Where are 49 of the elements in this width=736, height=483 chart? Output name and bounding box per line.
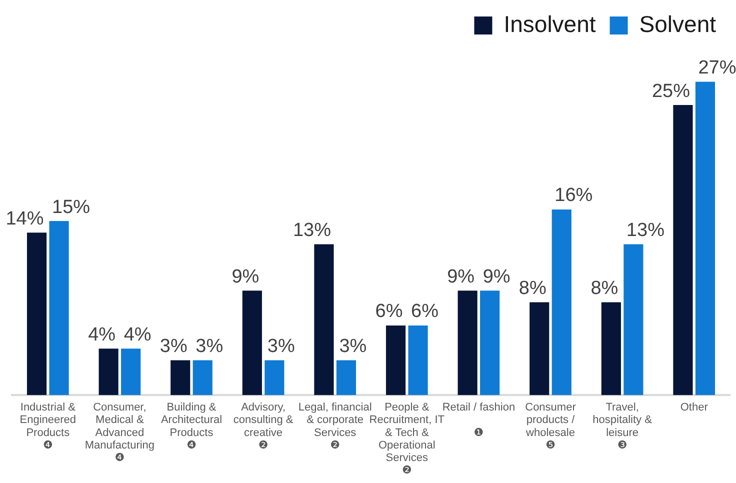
data-label: 13% [626, 220, 665, 241]
bar [242, 290, 262, 396]
bar [336, 360, 356, 396]
bar [314, 244, 334, 396]
x-tick-label: Other [680, 401, 708, 414]
data-label: 13% [292, 220, 332, 241]
bar [386, 325, 406, 396]
bar [170, 360, 190, 396]
x-tick-label: Consumer products / wholesale ❺ [525, 401, 576, 452]
data-label: 6% [411, 301, 439, 322]
data-label: 27% [698, 58, 736, 79]
legend-label: Solvent [639, 10, 717, 37]
bar [530, 302, 550, 396]
bar [458, 290, 478, 396]
data-label: 9% [232, 266, 260, 288]
bar [26, 232, 47, 396]
data-label: 25% [652, 80, 690, 102]
bar [98, 348, 118, 396]
bar [264, 360, 284, 396]
data-label: 8% [590, 278, 618, 300]
data-label: 9% [482, 266, 510, 288]
x-tick-label: Travel, hospitality & leisure ❸ [592, 401, 653, 452]
data-label: 9% [447, 266, 475, 288]
bar [49, 221, 69, 396]
bar [552, 209, 572, 396]
data-label: 15% [52, 196, 90, 218]
bar [480, 290, 500, 396]
x-tick-label: Consumer, Medical & Advanced Manufacturing ❹ [84, 401, 155, 464]
bar [624, 244, 644, 396]
data-label: 3% [339, 336, 367, 358]
data-label: 4% [124, 324, 152, 346]
x-tick-label: Advisory, consulting & creative ❷ [233, 401, 294, 452]
data-label: 14% [6, 208, 44, 230]
bar [121, 348, 141, 396]
x-tick-label: Industrial & Engineered Products ❹ [20, 401, 76, 452]
bar [192, 360, 212, 396]
bar [695, 82, 716, 396]
data-label: 3% [196, 336, 224, 358]
legend-label: Insolvent [504, 10, 596, 37]
bar [601, 302, 621, 396]
bar [408, 325, 428, 396]
x-tick-label: Building & Architectural Products ❹ [160, 401, 222, 452]
data-label: 3% [267, 336, 295, 358]
data-label: 8% [518, 278, 546, 300]
data-label: 3% [160, 336, 188, 358]
data-label: 16% [554, 185, 593, 206]
data-label: 4% [88, 324, 116, 346]
data-label: 6% [375, 301, 403, 322]
bar [673, 105, 693, 396]
